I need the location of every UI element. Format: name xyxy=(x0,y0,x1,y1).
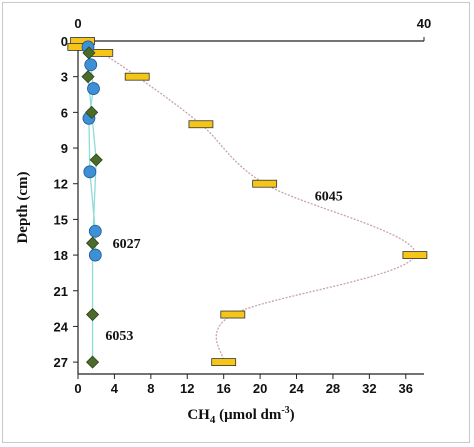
point-6053 xyxy=(81,70,95,84)
x-axis-title: CH4 (μmol dm-3) xyxy=(187,405,294,426)
series-label-6027: 6027 xyxy=(113,237,141,252)
y-tick-label: 12 xyxy=(54,177,68,192)
x-axis-title-base: CH xyxy=(187,407,210,423)
point-6045 xyxy=(220,310,246,319)
x-tick-label: 12 xyxy=(180,381,194,396)
top-tick-label: 40 xyxy=(417,16,431,31)
x-tick-label: 28 xyxy=(326,381,340,396)
x-tick-label: 20 xyxy=(253,381,267,396)
point-6027 xyxy=(88,224,102,238)
x-tick-label: 24 xyxy=(289,381,304,396)
x-tick-label: 4 xyxy=(111,381,119,396)
point-6045 xyxy=(124,72,150,81)
point-6053 xyxy=(86,355,100,369)
x-axis-title-mid: (μmol dm xyxy=(215,407,282,423)
point-6053 xyxy=(89,153,103,167)
y-tick-label: 0 xyxy=(61,34,68,49)
x-tick-label: 32 xyxy=(362,381,376,396)
x-tick-label: 8 xyxy=(147,381,154,396)
point-6027 xyxy=(84,58,98,72)
point-6027 xyxy=(88,248,102,262)
point-6053 xyxy=(85,105,99,119)
x-axis-title-end: ) xyxy=(290,407,295,423)
y-tick-label: 24 xyxy=(54,319,69,334)
y-tick-label: 15 xyxy=(54,212,68,227)
series-label-6053: 6053 xyxy=(105,329,133,344)
x-tick-label: 36 xyxy=(399,381,413,396)
y-tick-label: 18 xyxy=(54,248,68,263)
y-tick-label: 3 xyxy=(61,70,68,85)
point-6045 xyxy=(188,120,214,129)
point-6045 xyxy=(211,358,237,367)
x-axis-title-sup: -3 xyxy=(281,405,289,416)
point-6053 xyxy=(82,46,96,60)
series-label-6045: 6045 xyxy=(315,190,343,205)
series-line-6045 xyxy=(78,40,416,363)
point-6045 xyxy=(402,251,428,259)
point-6027 xyxy=(87,82,100,95)
chart-frame xyxy=(2,2,470,443)
top-tick-label: 0 xyxy=(74,16,81,31)
point-6053 xyxy=(86,307,100,322)
point-6027 xyxy=(83,165,97,179)
y-axis-title: Depth (cm) xyxy=(15,171,31,243)
y-tick-label: 27 xyxy=(54,355,68,370)
x-tick-label: 16 xyxy=(216,381,230,396)
point-6053 xyxy=(86,236,100,250)
x-tick-label: 0 xyxy=(74,381,81,396)
point-6045 xyxy=(252,179,278,188)
y-tick-label: 6 xyxy=(61,105,68,120)
y-tick-label: 9 xyxy=(61,141,68,156)
y-tick-label: 21 xyxy=(54,284,68,299)
x-axis-title-sub: 4 xyxy=(210,414,216,426)
series-lines xyxy=(78,40,416,363)
data-marks xyxy=(67,37,428,369)
